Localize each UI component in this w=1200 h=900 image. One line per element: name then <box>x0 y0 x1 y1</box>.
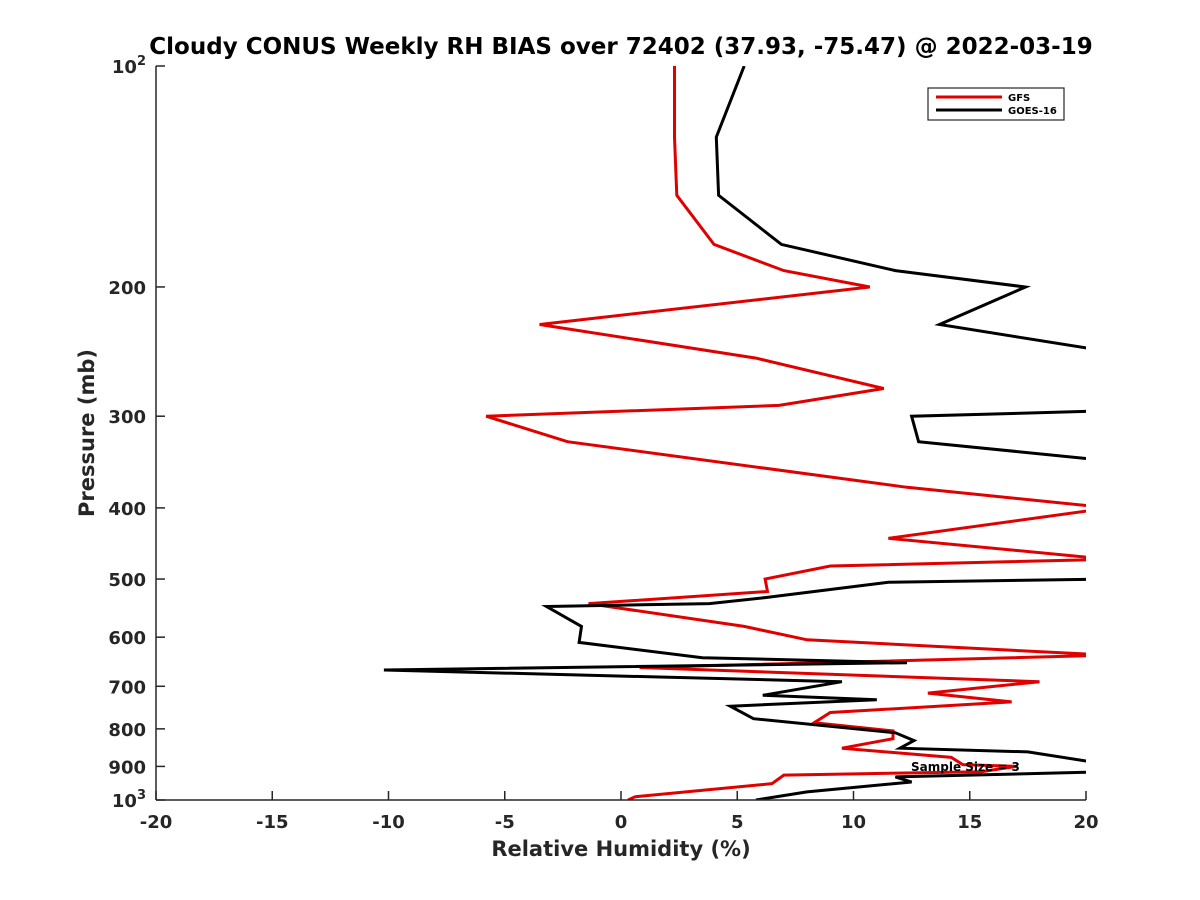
series-line-goes16 <box>383 66 1086 800</box>
sample-size-annotation: Sample Size = 3 <box>911 760 1020 774</box>
x-tick-label: 5 <box>731 812 744 833</box>
legend-label-gfs: GFS <box>1008 93 1030 104</box>
x-tick-label: -20 <box>140 812 173 833</box>
x-axis-label: Relative Humidity (%) <box>491 837 750 861</box>
series-layer <box>383 66 1086 800</box>
y-tick-label: 600 <box>108 628 146 649</box>
y-tick-label: 102 <box>112 54 146 78</box>
x-tick-label: -15 <box>256 812 289 833</box>
y-tick-label: 103 <box>112 788 146 812</box>
y-axis-ticks: 102 200 300 400 500 600 700 800 900 103 <box>108 54 165 812</box>
series-line-gfs <box>485 66 1086 800</box>
x-tick-label: 10 <box>841 812 866 833</box>
y-tick-label: 900 <box>108 757 146 778</box>
plot-area <box>155 66 1086 801</box>
x-tick-label: 0 <box>615 812 628 833</box>
y-tick-label: 500 <box>108 570 146 591</box>
x-tick-label: 15 <box>957 812 982 833</box>
y-tick-label: 400 <box>108 499 146 520</box>
y-tick-label: 700 <box>108 677 146 698</box>
y-tick-label: 200 <box>108 278 146 299</box>
chart-title: Cloudy CONUS Weekly RH BIAS over 72402 (… <box>149 34 1092 60</box>
y-axis-label: Pressure (mb) <box>75 349 99 517</box>
y-tick-label: 300 <box>108 407 146 428</box>
x-tick-label: 20 <box>1073 812 1098 833</box>
legend-label-goes16: GOES-16 <box>1008 106 1057 117</box>
y-tick-label: 800 <box>108 720 146 741</box>
x-tick-label: -5 <box>495 812 515 833</box>
x-axis-ticks: -20 -15 -10 -5 0 5 10 15 20 <box>140 791 1099 833</box>
x-tick-label: -10 <box>372 812 405 833</box>
legend-box <box>927 87 1065 121</box>
legend: GFS GOES-16 <box>927 87 1065 121</box>
